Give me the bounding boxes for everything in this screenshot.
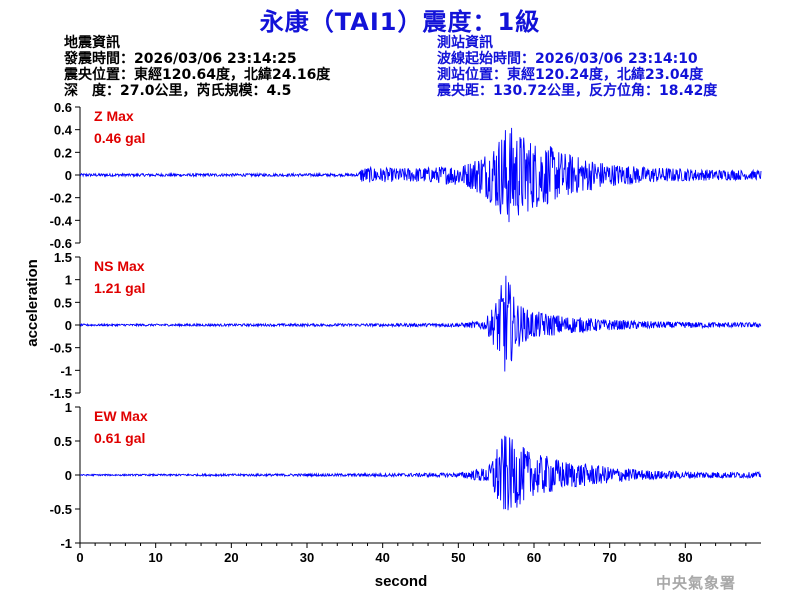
ns-max-y-tick-label: -1 bbox=[60, 363, 72, 378]
ew-max-label: EW Max bbox=[94, 408, 148, 424]
ns-max-y-tick-label: -1.5 bbox=[50, 386, 72, 401]
ew-max-y-tick-label: -1 bbox=[60, 536, 72, 551]
distance-azimuth: 震央距：130.72公里，反方位角：18.42度 bbox=[437, 83, 718, 99]
epicenter: 震央位置：東經120.64度，北緯24.16度 bbox=[64, 67, 331, 83]
x-tick-label: 0 bbox=[76, 550, 83, 565]
station-location: 測站位置：東經120.24度，北緯23.04度 bbox=[437, 67, 704, 83]
ns-max-y-tick-label: 1 bbox=[65, 273, 72, 288]
event-info-heading: 地震資訊 bbox=[64, 35, 120, 51]
ew-max-y-tick-label: 0 bbox=[65, 468, 72, 483]
station-info: 測站資訊 波線起始時間：2026/03/06 23:14:10 測站位置：東經1… bbox=[437, 35, 717, 99]
x-axis-label: second bbox=[375, 573, 428, 590]
origin-time: 發震時間：2026/03/06 23:14:25 bbox=[64, 51, 297, 67]
z-max-y-tick-label: -0.6 bbox=[50, 236, 72, 251]
z-max-label: Z Max bbox=[94, 108, 134, 124]
x-tick-label: 80 bbox=[678, 550, 692, 565]
x-tick-label: 10 bbox=[148, 550, 162, 565]
z-max-y-tick-label: 0.2 bbox=[54, 145, 72, 160]
z-max-y-tick-label: -0.4 bbox=[50, 213, 73, 228]
ns-max-y-tick-label: 1.5 bbox=[54, 250, 72, 265]
y-axis-label: acceleration bbox=[24, 259, 41, 347]
ns-max-max-value: 1.21 gal bbox=[94, 280, 145, 296]
ns-max-y-tick-label: 0 bbox=[65, 318, 72, 333]
x-tick-label: 70 bbox=[602, 550, 616, 565]
z-max-y-tick-label: 0.6 bbox=[54, 100, 72, 115]
chart-title: 永康（TAI1）震度：1級 bbox=[259, 8, 541, 36]
ns-max-y-tick-label: -0.5 bbox=[50, 341, 72, 356]
ew-max-max-value: 0.61 gal bbox=[94, 430, 145, 446]
x-tick-label: 60 bbox=[527, 550, 541, 565]
x-tick-label: 30 bbox=[300, 550, 314, 565]
ew-max-waveform bbox=[79, 435, 762, 511]
z-max-waveform bbox=[79, 127, 762, 223]
ns-max-y-tick-label: 0.5 bbox=[54, 295, 72, 310]
ns-max-waveform bbox=[79, 275, 762, 372]
x-tick-label: 50 bbox=[451, 550, 465, 565]
ns-max-label: NS Max bbox=[94, 258, 145, 274]
ew-max-y-tick-label: 1 bbox=[65, 400, 72, 415]
x-tick-label: 20 bbox=[224, 550, 238, 565]
ew-max-y-tick-label: 0.5 bbox=[54, 434, 72, 449]
z-max-y-tick-label: 0 bbox=[65, 168, 72, 183]
station-info-heading: 測站資訊 bbox=[437, 35, 493, 51]
ew-max-y-tick-label: -0.5 bbox=[50, 502, 72, 517]
z-max-y-tick-label: 0.4 bbox=[54, 123, 73, 138]
agency-logo-text: 中央氣象署 bbox=[656, 574, 737, 592]
z-max-y-tick-label: -0.2 bbox=[50, 191, 72, 206]
depth-magnitude: 深 度：27.0公里，芮氏規模：4.5 bbox=[64, 83, 292, 99]
event-info: 地震資訊 發震時間：2026/03/06 23:14:25 震央位置：東經120… bbox=[64, 35, 330, 99]
z-max-max-value: 0.46 gal bbox=[94, 130, 145, 146]
wave-start-time: 波線起始時間：2026/03/06 23:14:10 bbox=[437, 51, 698, 67]
x-tick-label: 40 bbox=[375, 550, 389, 565]
